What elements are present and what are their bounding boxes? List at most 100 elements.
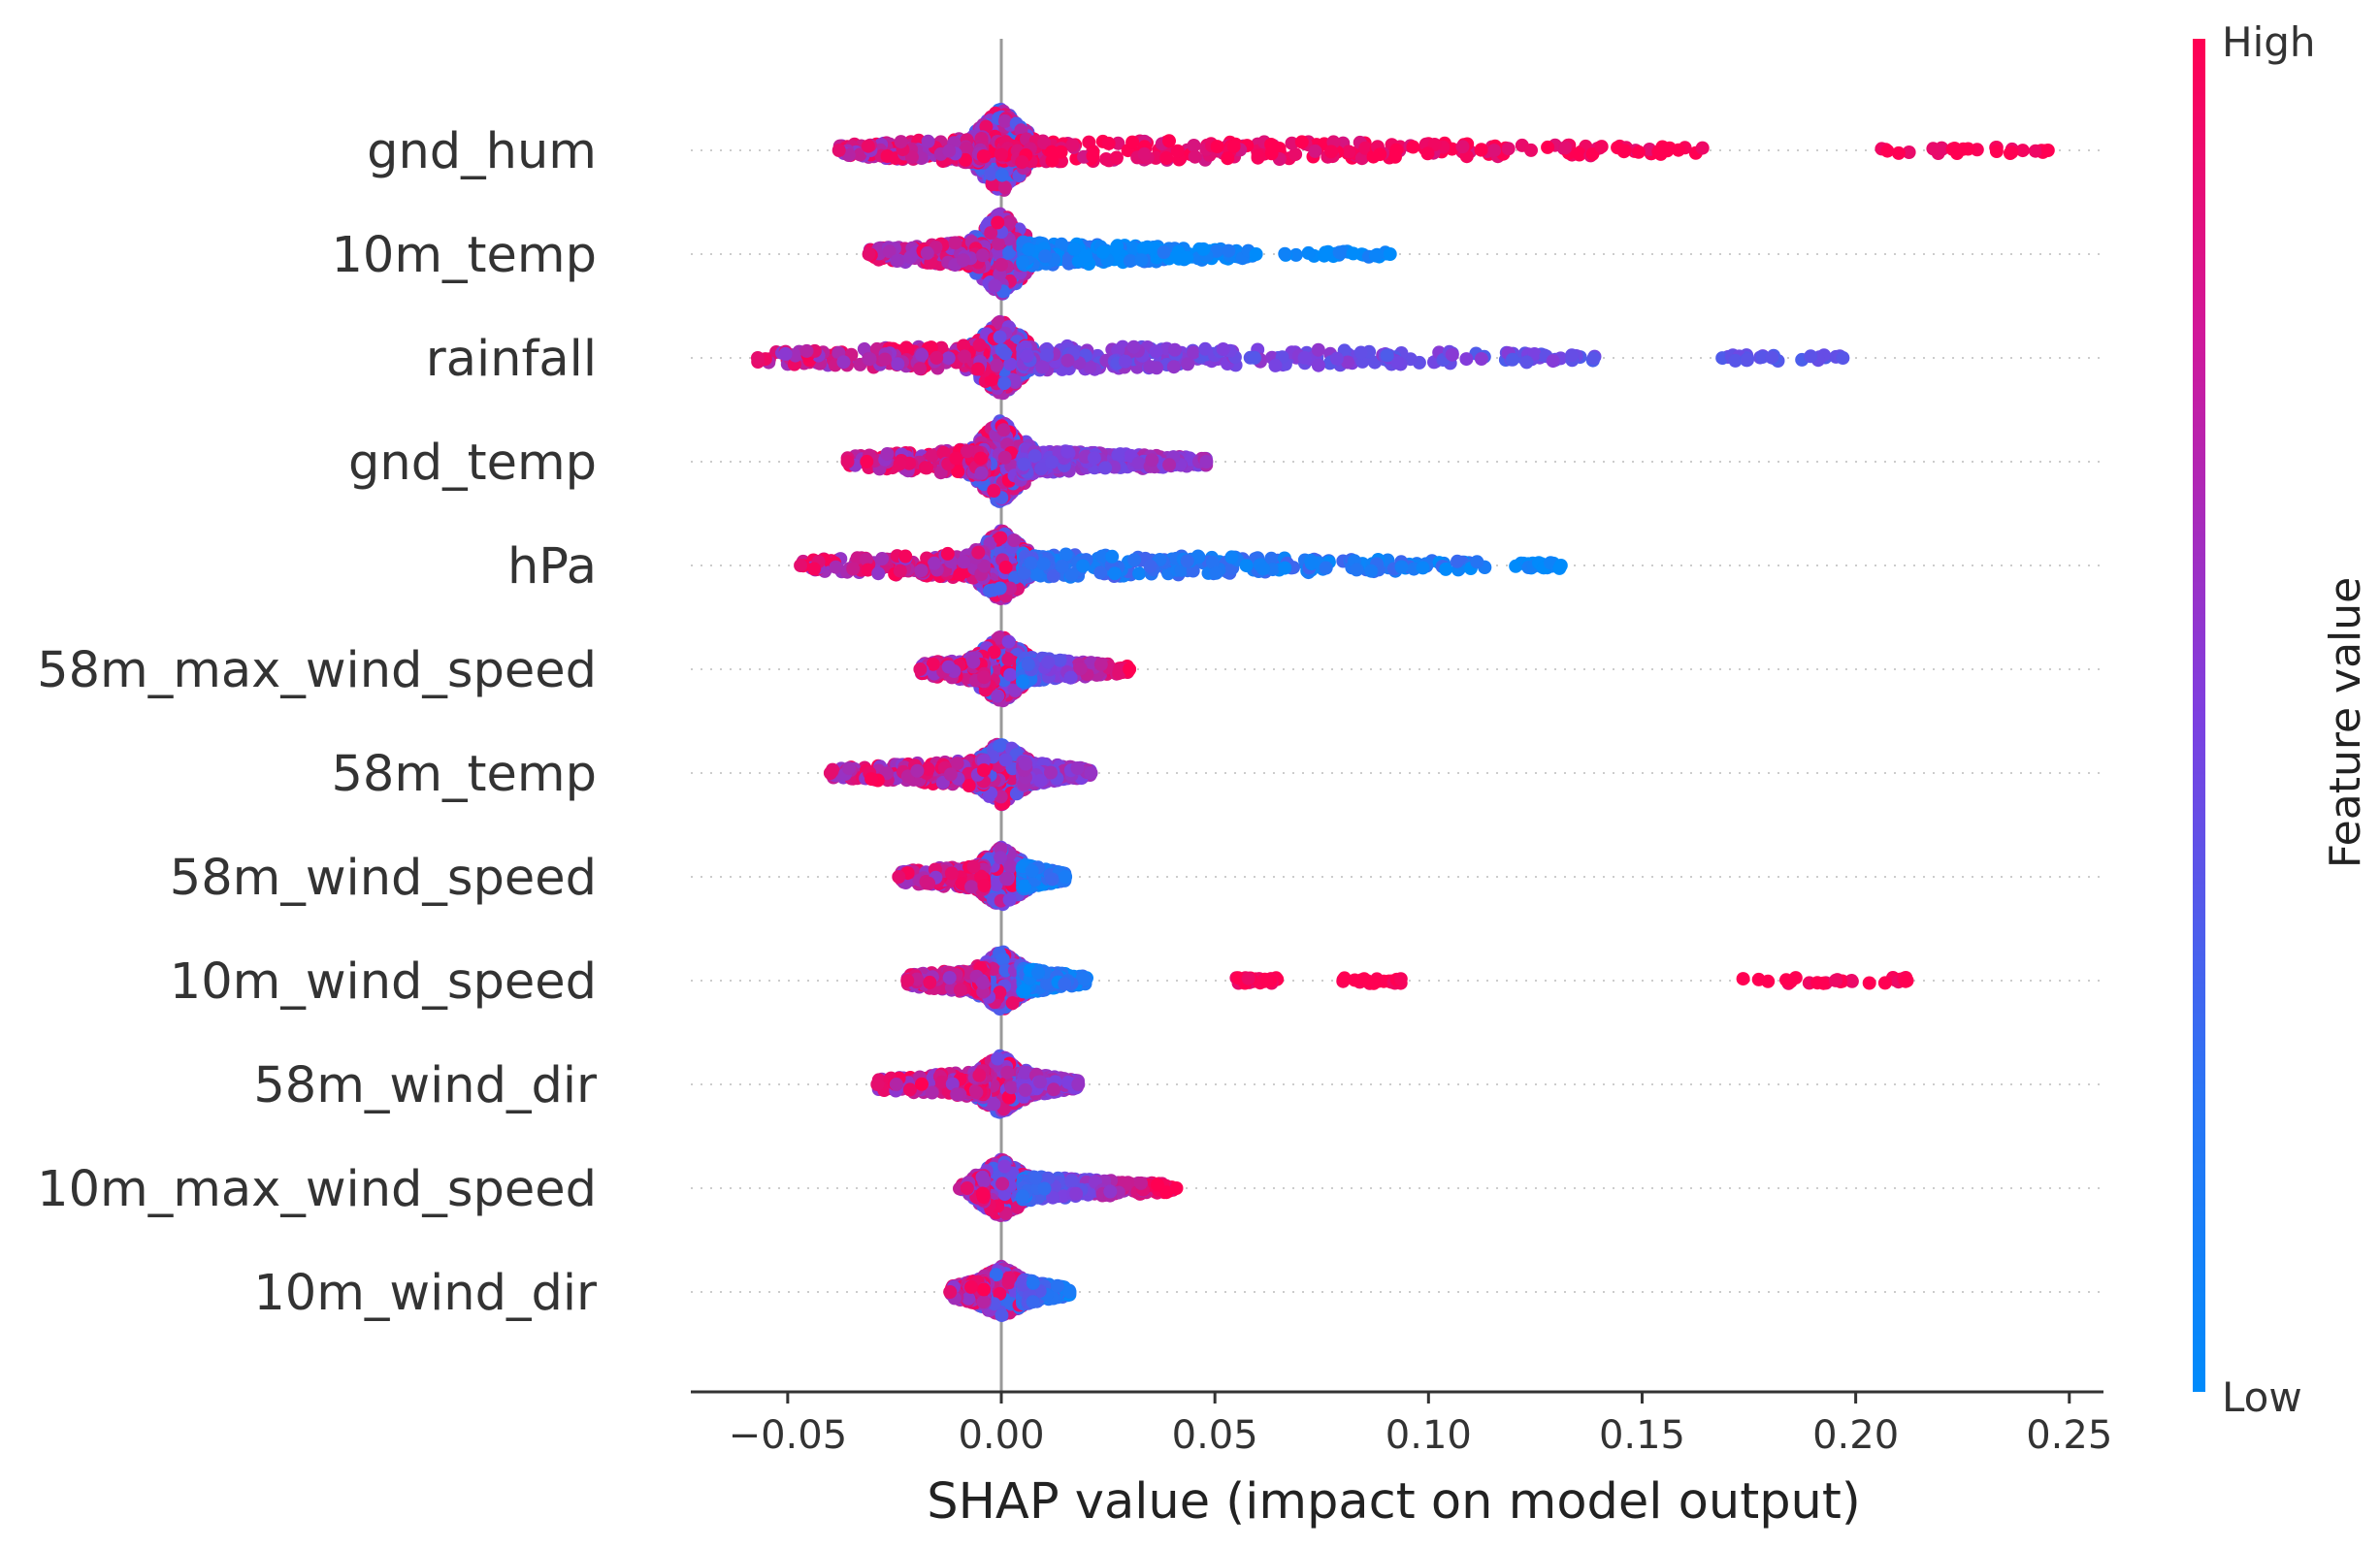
shap-dot bbox=[1134, 253, 1149, 268]
shap-dot bbox=[949, 451, 963, 466]
shap-dot bbox=[1880, 144, 1895, 158]
shap-dot bbox=[998, 346, 1013, 361]
shap-dot bbox=[997, 113, 1012, 128]
shap-dot bbox=[1145, 453, 1159, 468]
shap-dot bbox=[940, 546, 955, 561]
shap-dot bbox=[1187, 345, 1201, 360]
shap-dot bbox=[1180, 554, 1194, 568]
shap-dot bbox=[1487, 144, 1502, 158]
shap-dot bbox=[1078, 248, 1092, 263]
shap-dot bbox=[898, 549, 913, 564]
shap-dot bbox=[1389, 143, 1404, 157]
shap-dot bbox=[1451, 554, 1464, 568]
shap-dot bbox=[1110, 240, 1125, 253]
shap-dot bbox=[1022, 242, 1036, 257]
shap-dot bbox=[1024, 556, 1038, 570]
shap-dot-max bbox=[1199, 455, 1214, 468]
shap-dot bbox=[1209, 565, 1223, 580]
shap-dot bbox=[1541, 140, 1555, 154]
shap-dot bbox=[1342, 145, 1356, 159]
shap-dot bbox=[1111, 448, 1125, 463]
shap-dot bbox=[920, 245, 934, 260]
shap-dot bbox=[1311, 358, 1325, 372]
shap-dot bbox=[993, 330, 1007, 344]
shap-dot bbox=[1505, 352, 1519, 367]
shap-dot bbox=[1055, 559, 1069, 573]
shap-dot-min bbox=[794, 559, 808, 572]
shap-dot-max bbox=[1836, 351, 1850, 365]
shap-dot bbox=[799, 343, 814, 358]
shap-dot bbox=[1961, 142, 1975, 156]
shap-dot bbox=[1060, 444, 1075, 459]
shap-dot bbox=[1501, 142, 1516, 156]
shap-dot bbox=[1586, 351, 1601, 366]
shap-dot bbox=[1105, 549, 1120, 564]
shap-dot bbox=[1150, 361, 1164, 375]
shap-dot bbox=[990, 358, 1004, 372]
shap-dot bbox=[991, 215, 1005, 230]
shap-dot bbox=[1278, 246, 1292, 261]
feature-row-rainfall bbox=[751, 314, 1850, 401]
shap-dot bbox=[2005, 145, 2019, 159]
shap-dot bbox=[1565, 348, 1579, 363]
shap-dot bbox=[1902, 145, 1916, 159]
shap-dot bbox=[984, 226, 998, 241]
shap-dot bbox=[1162, 458, 1177, 472]
shap-dot bbox=[1249, 247, 1263, 261]
shap-dot bbox=[1297, 350, 1312, 365]
shap-dot bbox=[1474, 143, 1488, 157]
feature-row-gnd_hum bbox=[831, 102, 2055, 197]
shap-dot bbox=[1157, 245, 1171, 259]
shap-dot bbox=[1224, 550, 1239, 565]
shap-dot bbox=[1045, 145, 1060, 159]
shap-dot bbox=[994, 531, 1008, 545]
shap-dot bbox=[1108, 566, 1122, 581]
shap-dot bbox=[1003, 667, 1018, 682]
shap-dot bbox=[1470, 555, 1484, 569]
shap-dot bbox=[1027, 449, 1042, 464]
shap-dot bbox=[1319, 245, 1332, 260]
shap-dot bbox=[1572, 146, 1586, 161]
shap-dot bbox=[1149, 344, 1163, 359]
shap-dot bbox=[878, 352, 893, 367]
shap-dot bbox=[1631, 145, 1646, 159]
shap-dot bbox=[1416, 561, 1430, 575]
shap-dot bbox=[1364, 564, 1379, 578]
shap-dot bbox=[948, 236, 962, 250]
feature-row-58m_max_wind_speed bbox=[913, 630, 1137, 708]
shap-dot-min bbox=[862, 247, 876, 261]
shap-dot bbox=[1353, 345, 1368, 360]
shap-dot bbox=[1067, 242, 1081, 256]
shap-dot bbox=[996, 423, 1011, 437]
shap-dot bbox=[921, 134, 935, 148]
shap-dot bbox=[941, 351, 956, 366]
shap-dot bbox=[1065, 138, 1080, 152]
shap-dot bbox=[836, 355, 851, 370]
shap-dot bbox=[1455, 140, 1470, 154]
shap-dot bbox=[1181, 357, 1195, 371]
shap-dot bbox=[914, 564, 929, 578]
shap-dot bbox=[893, 457, 907, 471]
shap-dot bbox=[1950, 146, 1965, 160]
shap-dot-min bbox=[751, 351, 765, 365]
shap-dot bbox=[1059, 547, 1073, 562]
shap-dot bbox=[1137, 146, 1152, 161]
feature-row-hPa bbox=[794, 524, 1568, 606]
shap-dot bbox=[1251, 150, 1265, 165]
shap-dot bbox=[1239, 559, 1254, 573]
shap-dot bbox=[1045, 455, 1060, 469]
shap-dot bbox=[861, 139, 875, 153]
shap-dot bbox=[1519, 355, 1534, 370]
shap-dot-min bbox=[831, 144, 846, 157]
shap-dot bbox=[1256, 562, 1271, 576]
shap-dot bbox=[997, 376, 1012, 391]
shap-dot bbox=[1651, 145, 1666, 159]
shap-dot bbox=[913, 362, 928, 376]
shap-dot bbox=[1159, 151, 1174, 165]
shap-dot bbox=[1695, 141, 1710, 155]
shap-dot bbox=[1126, 339, 1141, 354]
shap-dot bbox=[1020, 349, 1034, 363]
shap-dot bbox=[1594, 140, 1609, 154]
shap-dot bbox=[1167, 342, 1182, 357]
